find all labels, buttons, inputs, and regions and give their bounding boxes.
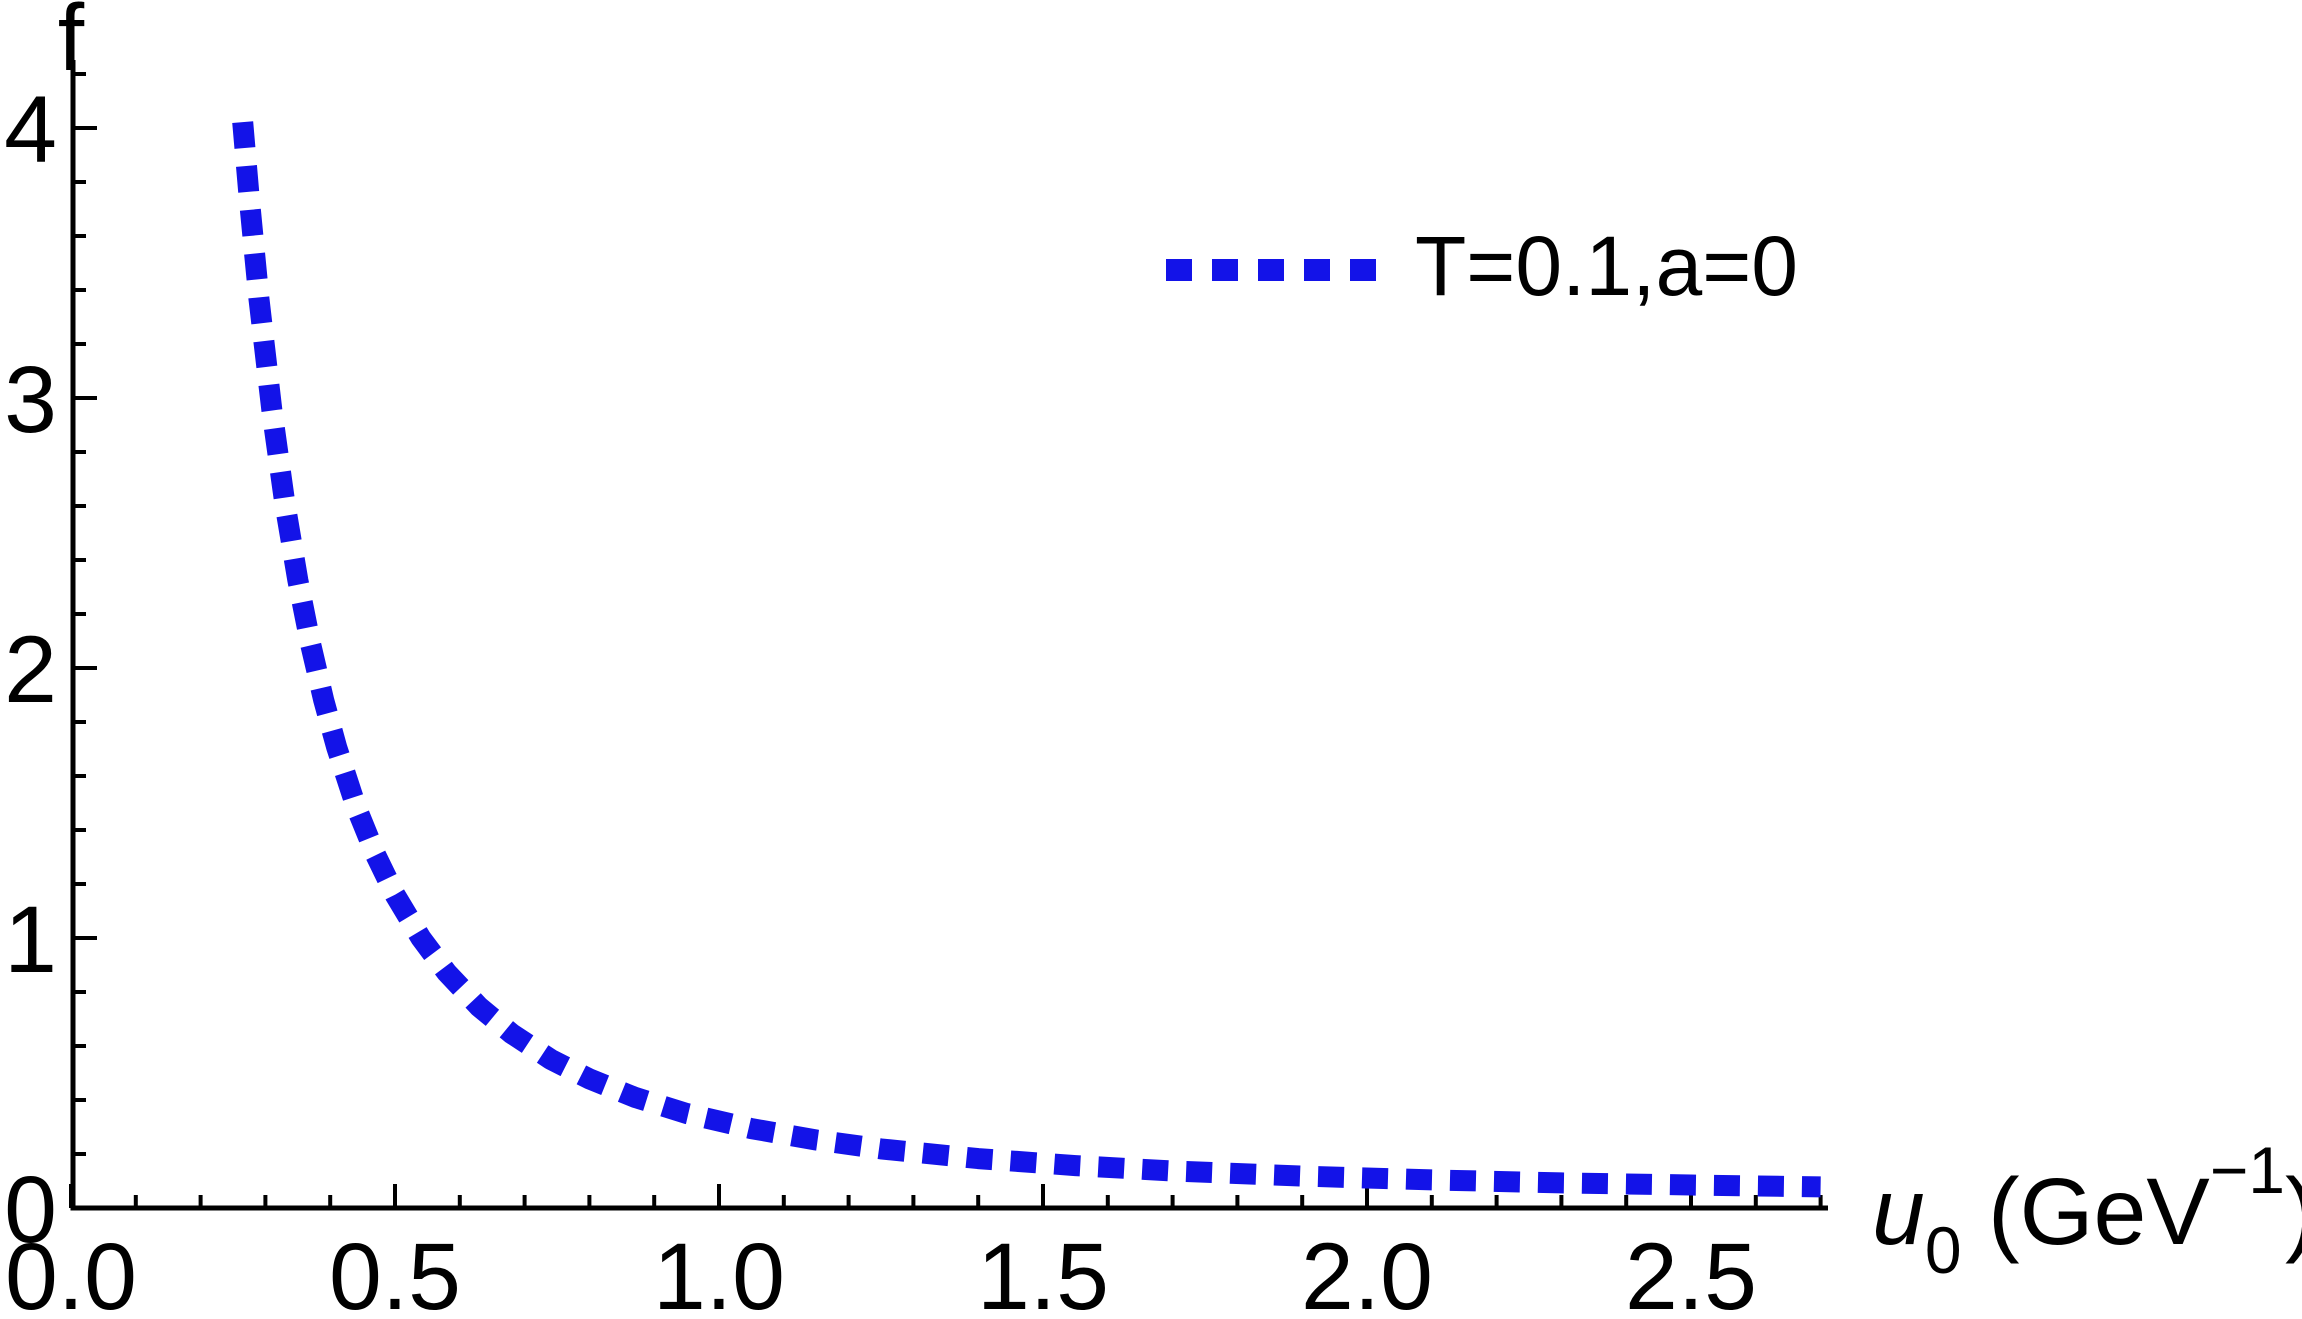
y-axis-ticks (73, 72, 97, 1210)
x-axis-title-exponent: −1 (2210, 1133, 2285, 1207)
x-tick-label: 2.5 (1625, 1224, 1757, 1319)
x-axis-title-variable: u (1872, 1159, 1925, 1265)
legend-label: T=0.1,a=0 (1415, 219, 1798, 313)
y-tick-label: 2 (4, 617, 57, 723)
x-axis-title-unit-open: (GeV (1962, 1159, 2210, 1265)
x-tick-label: 0.5 (329, 1224, 461, 1319)
x-tick-label: 1.5 (977, 1224, 1109, 1319)
x-tick-label: 1.0 (653, 1224, 785, 1319)
y-axis-tick-labels: 0 1 2 3 4 (4, 77, 57, 1263)
x-axis-tick-labels: 0.0 0.5 1.0 1.5 2.0 2.5 (5, 1224, 1757, 1319)
y-axis-title: f (58, 0, 85, 91)
y-tick-label: 1 (4, 887, 57, 993)
x-axis-ticks (69, 1184, 1823, 1208)
legend: T=0.1,a=0 (1166, 219, 1798, 313)
y-tick-label: 0 (4, 1157, 57, 1263)
x-tick-label: 0.0 (5, 1224, 137, 1319)
x-tick-label: 2.0 (1301, 1224, 1433, 1319)
y-tick-label: 3 (4, 347, 57, 453)
series-curve-dashed (232, 121, 1821, 1198)
x-axis-title-unit-close: ) (2285, 1159, 2302, 1265)
x-axis-title: u0 (GeV−1) (1872, 1133, 2302, 1287)
x-axis-title-subscript: 0 (1925, 1213, 1962, 1287)
y-tick-label: 4 (4, 77, 57, 183)
